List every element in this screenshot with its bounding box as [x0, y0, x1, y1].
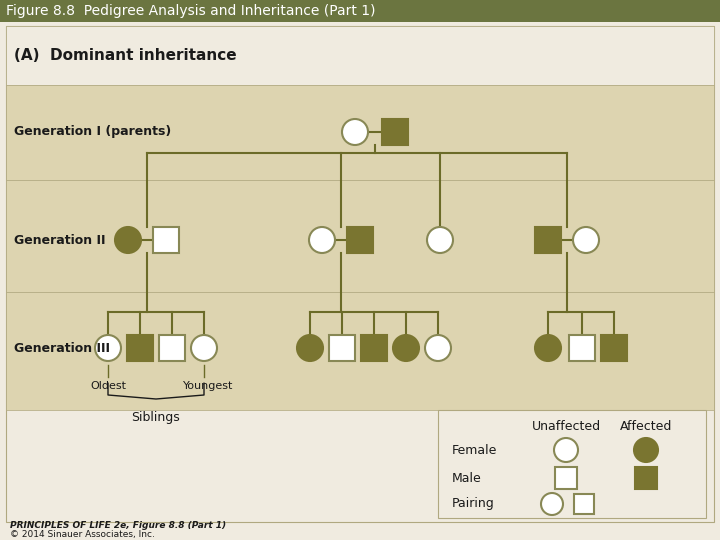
- Text: Male: Male: [452, 471, 482, 484]
- FancyBboxPatch shape: [329, 335, 355, 361]
- Circle shape: [535, 335, 561, 361]
- Circle shape: [115, 227, 141, 253]
- FancyBboxPatch shape: [6, 26, 714, 85]
- FancyBboxPatch shape: [382, 119, 408, 145]
- Circle shape: [309, 227, 335, 253]
- Circle shape: [95, 335, 121, 361]
- Text: (A)  Dominant inheritance: (A) Dominant inheritance: [14, 48, 237, 63]
- Circle shape: [427, 227, 453, 253]
- Circle shape: [191, 335, 217, 361]
- FancyBboxPatch shape: [361, 335, 387, 361]
- Circle shape: [393, 335, 419, 361]
- FancyBboxPatch shape: [6, 26, 714, 522]
- Text: Generation I (parents): Generation I (parents): [14, 125, 171, 138]
- Circle shape: [297, 335, 323, 361]
- FancyBboxPatch shape: [438, 410, 706, 518]
- FancyBboxPatch shape: [555, 467, 577, 489]
- FancyBboxPatch shape: [6, 85, 714, 180]
- Text: © 2014 Sinauer Associates, Inc.: © 2014 Sinauer Associates, Inc.: [10, 530, 155, 538]
- Text: Unaffected: Unaffected: [531, 420, 600, 433]
- Text: Youngest: Youngest: [183, 381, 233, 391]
- Text: PRINCIPLES OF LIFE 2e, Figure 8.8 (Part 1): PRINCIPLES OF LIFE 2e, Figure 8.8 (Part …: [10, 522, 226, 530]
- Text: Siblings: Siblings: [132, 411, 181, 424]
- Text: Pairing: Pairing: [452, 497, 495, 510]
- Text: Oldest: Oldest: [90, 381, 126, 391]
- FancyBboxPatch shape: [6, 292, 714, 410]
- FancyBboxPatch shape: [127, 335, 153, 361]
- Circle shape: [342, 119, 368, 145]
- Text: Figure 8.8  Pedigree Analysis and Inheritance (Part 1): Figure 8.8 Pedigree Analysis and Inherit…: [6, 4, 376, 18]
- Text: Female: Female: [452, 443, 498, 456]
- FancyBboxPatch shape: [347, 227, 373, 253]
- Circle shape: [573, 227, 599, 253]
- FancyBboxPatch shape: [153, 227, 179, 253]
- Text: Generation III: Generation III: [14, 341, 110, 354]
- FancyBboxPatch shape: [535, 227, 561, 253]
- Circle shape: [634, 438, 658, 462]
- FancyBboxPatch shape: [635, 467, 657, 489]
- Text: Affected: Affected: [620, 420, 672, 433]
- FancyBboxPatch shape: [159, 335, 185, 361]
- Text: Generation II: Generation II: [14, 233, 106, 246]
- Circle shape: [425, 335, 451, 361]
- FancyBboxPatch shape: [6, 180, 714, 292]
- FancyBboxPatch shape: [601, 335, 627, 361]
- Circle shape: [554, 438, 578, 462]
- FancyBboxPatch shape: [569, 335, 595, 361]
- FancyBboxPatch shape: [574, 494, 594, 514]
- Circle shape: [541, 493, 563, 515]
- FancyBboxPatch shape: [0, 0, 720, 22]
